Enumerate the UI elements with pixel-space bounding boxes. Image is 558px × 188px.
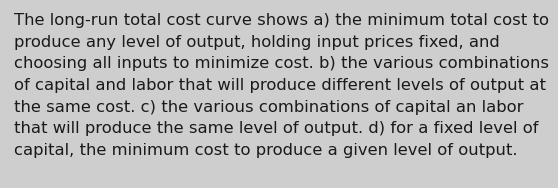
Text: The long-run total cost curve shows a) the minimum total cost to
produce any lev: The long-run total cost curve shows a) t… (14, 13, 549, 158)
